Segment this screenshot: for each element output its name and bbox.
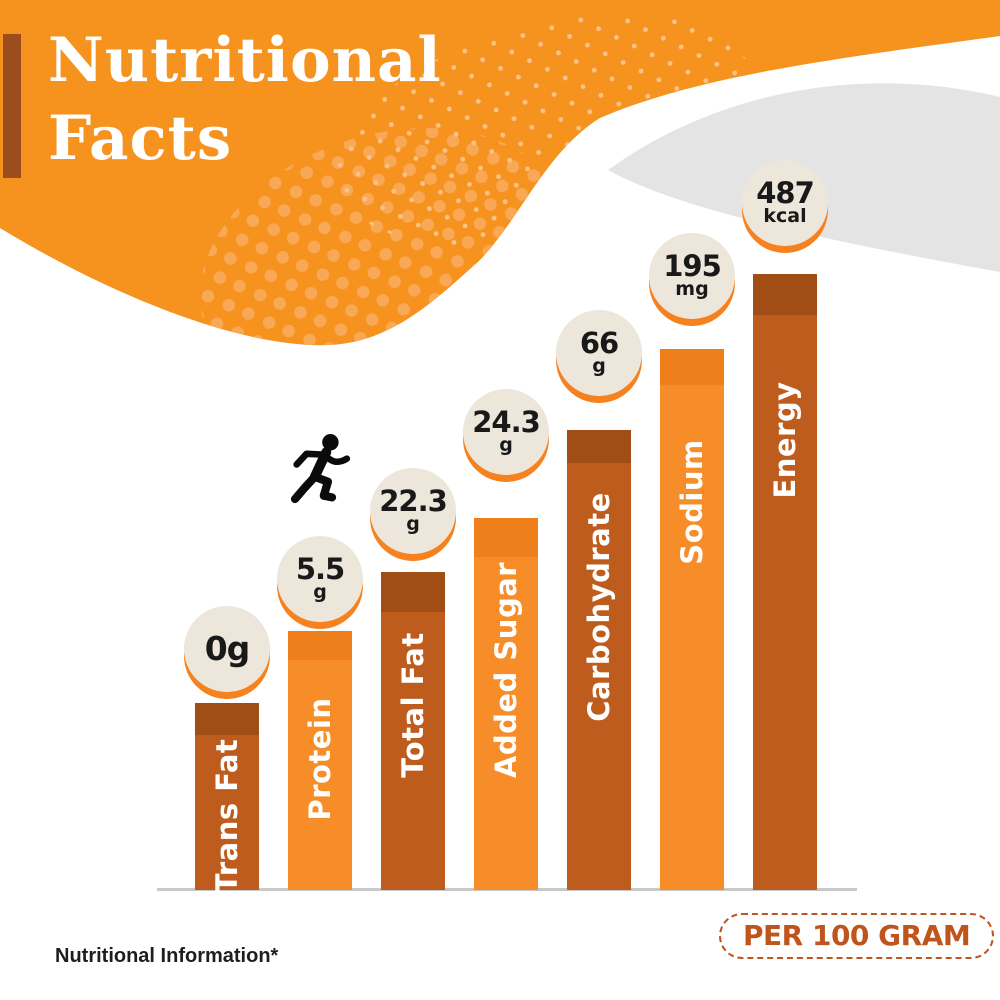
- bar-cap-trans-fat: [195, 703, 259, 735]
- bar-label-sodium: Sodium: [675, 439, 709, 565]
- per-100-gram-badge: PER 100 GRAM: [719, 913, 995, 959]
- bar-cap-total-fat: [381, 572, 445, 612]
- bar-cap-protein: [288, 631, 352, 660]
- bar-label-carbohydrate: Carbohydrate: [582, 492, 616, 722]
- bar-protein: Protein: [288, 631, 352, 890]
- bar-label-added-sugar: Added Sugar: [489, 561, 523, 779]
- value-bubble-protein: 5.5 g: [277, 536, 363, 622]
- bar-label-energy: Energy: [768, 381, 802, 499]
- value-unit: g: [406, 513, 420, 536]
- bar-label-trans-fat: Trans Fat: [210, 738, 244, 894]
- bar-label-protein: Protein: [303, 697, 337, 821]
- value-unit: mg: [675, 278, 709, 301]
- value-bubble-sodium: 195 mg: [649, 233, 735, 319]
- value-number: 66: [579, 325, 619, 360]
- value-number: 0g: [204, 629, 251, 669]
- title-accent-bar: [3, 34, 21, 178]
- value-bubble-total-fat: 22.3 g: [370, 468, 456, 554]
- bar-cap-sodium: [660, 349, 724, 385]
- value-bubble-carbohydrate: 66 g: [556, 310, 642, 396]
- bar-trans-fat: Trans Fat: [195, 703, 259, 893]
- bar-energy: Energy: [753, 274, 817, 890]
- value-number: 487: [756, 175, 815, 210]
- value-unit: g: [313, 581, 327, 604]
- value-number: 22.3: [379, 483, 448, 518]
- footer-notes: Nutritional Information* Number of Servi…: [55, 903, 399, 1000]
- page-title: Nutritional Facts: [48, 22, 442, 178]
- page-title-line2: Facts: [48, 103, 233, 175]
- value-bubble-energy: 487 kcal: [742, 160, 828, 246]
- page-title-line1: Nutritional: [48, 25, 442, 96]
- value-bubble-added-sugar: 24.3 g: [463, 389, 549, 475]
- running-person-icon: [290, 434, 351, 504]
- value-bubble-trans-fat: 0g: [184, 606, 270, 692]
- value-number: 24.3: [472, 404, 541, 439]
- bar-sodium: Sodium: [660, 349, 724, 890]
- bar-added-sugar: Added Sugar: [474, 518, 538, 890]
- bar-cap-carbohydrate: [567, 430, 631, 463]
- bar-cap-energy: [753, 274, 817, 315]
- bar-cap-added-sugar: [474, 518, 538, 557]
- value-unit: g: [592, 355, 606, 378]
- value-number: 195: [663, 248, 722, 283]
- value-unit: g: [499, 434, 513, 457]
- bar-label-total-fat: Total Fat: [396, 632, 430, 778]
- footer-heading: Nutritional Information*: [55, 945, 279, 967]
- bar-carbohydrate: Carbohydrate: [567, 430, 631, 890]
- bar-total-fat: Total Fat: [381, 572, 445, 890]
- value-number: 5.5: [295, 551, 345, 586]
- value-unit: kcal: [763, 205, 807, 228]
